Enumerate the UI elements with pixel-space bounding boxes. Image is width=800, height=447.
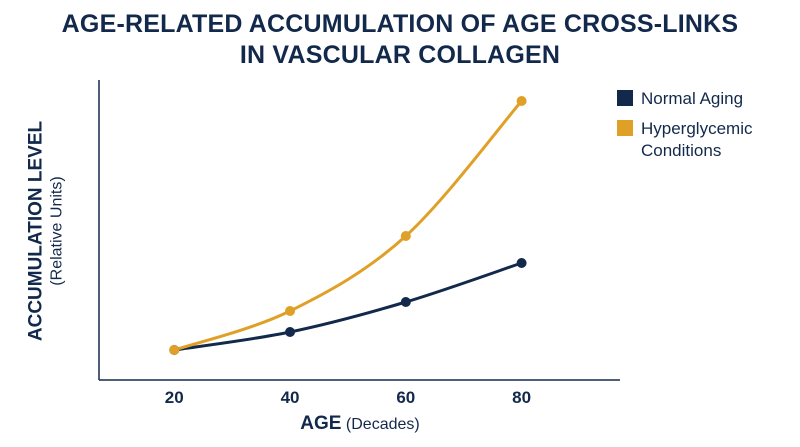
data-point-hyperglycemic	[400, 231, 411, 241]
data-point-hyperglycemic	[516, 96, 527, 106]
y-axis-title: ACCUMULATION LEVEL (Relative Units)	[26, 121, 67, 341]
x-axis-title-main: AGE	[300, 413, 342, 434]
chart-title-line-2: IN VASCULAR COLLAGEN	[239, 41, 561, 69]
legend-item-hyperglycemic: Hyperglycemic Conditions	[617, 118, 771, 162]
data-point-normal-aging	[516, 258, 527, 268]
legend: Normal Aging Hyperglycemic Conditions	[617, 88, 771, 170]
data-point-normal-aging	[400, 297, 411, 307]
x-tick-label: 60	[396, 388, 415, 407]
series-line-hyperglycemic	[172, 99, 524, 352]
x-tick-label: 40	[281, 388, 300, 407]
y-axis-title-sub: (Relative Units)	[48, 176, 66, 286]
x-axis-title: AGE (Decades)	[0, 413, 720, 435]
legend-item-normal-aging: Normal Aging	[617, 88, 771, 110]
x-tick-label: 80	[512, 388, 531, 407]
legend-label-normal-aging: Normal Aging	[641, 89, 744, 108]
legend-swatch-normal-aging	[617, 90, 633, 106]
data-point-normal-aging	[285, 327, 296, 337]
data-point-hyperglycemic	[169, 345, 180, 355]
data-point-hyperglycemic	[285, 306, 296, 316]
x-axis-title-sub: (Decades)	[345, 416, 420, 433]
x-tick-label: 20	[165, 388, 184, 407]
series-line-normal-aging	[172, 261, 524, 352]
legend-label-hyperglycemic: Hyperglycemic Conditions	[641, 119, 753, 160]
chart-title: AGE-RELATED ACCUMULATION OF AGE CROSS-LI…	[0, 9, 800, 71]
chart-title-line-1: AGE-RELATED ACCUMULATION OF AGE CROSS-LI…	[61, 10, 739, 38]
y-axis-title-main: ACCUMULATION LEVEL	[25, 120, 47, 342]
legend-swatch-hyperglycemic	[617, 120, 633, 136]
